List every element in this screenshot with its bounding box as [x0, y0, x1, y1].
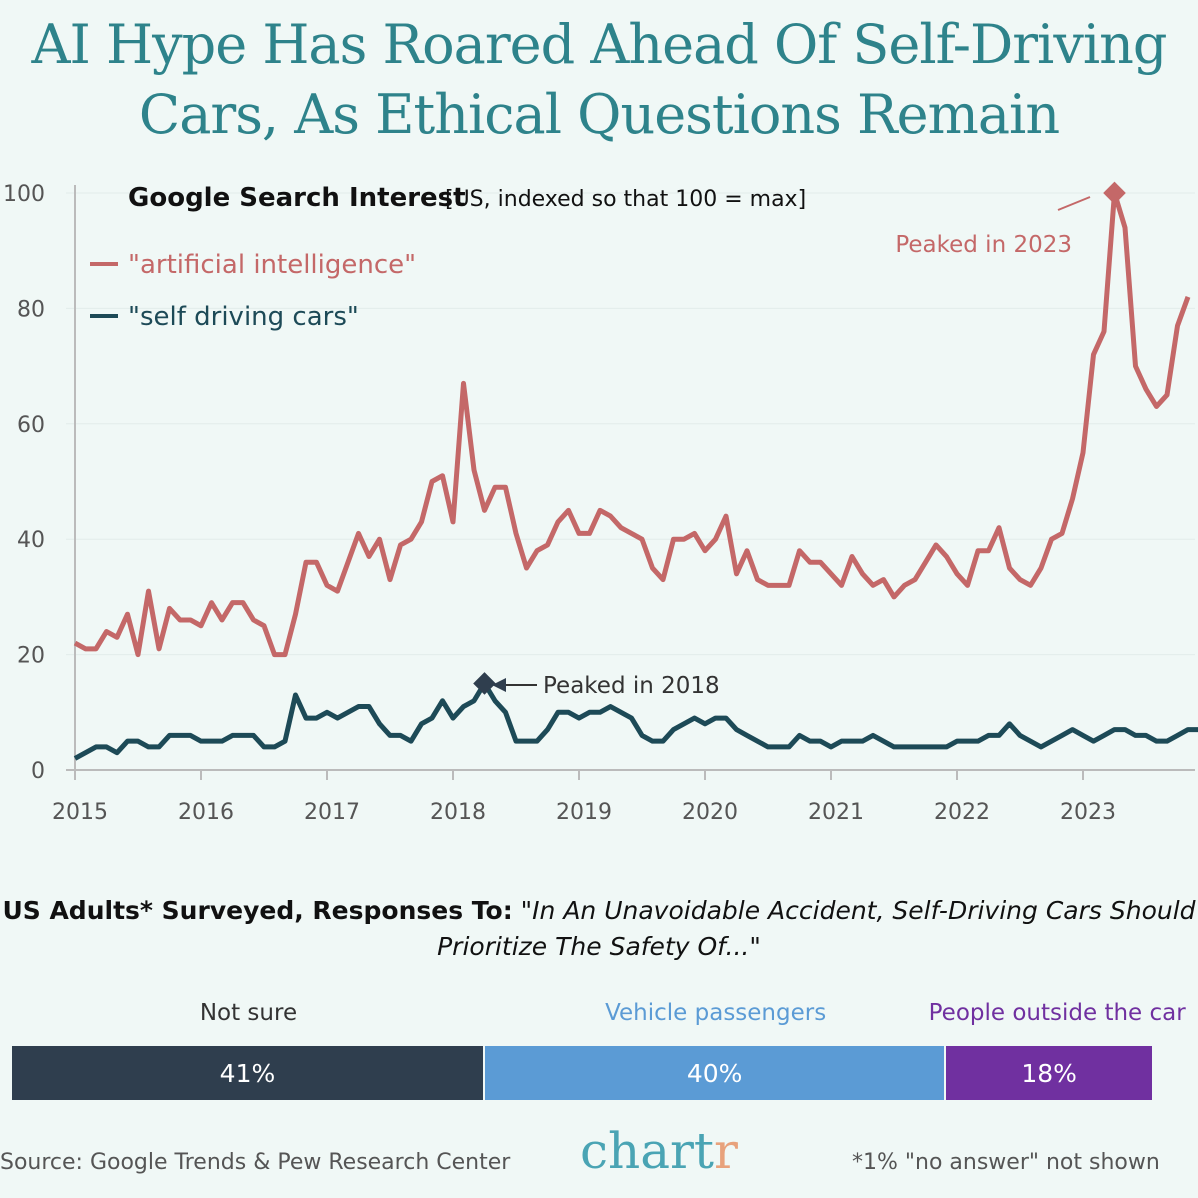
line-chart: 0 20 40 60 80 100 2015 2016 2017 2018 2019 2020 2021…: [3, 181, 1198, 825]
y-tick-label: 40: [17, 528, 45, 553]
x-tick-label: 2017: [304, 800, 360, 825]
annotation-2018: Peaked in 2018: [543, 673, 720, 699]
bar-segment: 41%: [12, 1046, 483, 1100]
bar-segment: 18%: [946, 1046, 1152, 1100]
bar-category-label: People outside the car: [928, 1000, 1186, 1026]
x-tick-label: 2015: [52, 800, 108, 825]
x-tick-label: 2022: [934, 800, 990, 825]
y-tick-label: 20: [17, 644, 45, 669]
x-tick-label: 2023: [1060, 800, 1116, 825]
survey-title-bold: US Adults* Surveyed, Responses To:: [2, 896, 513, 925]
x-tick-label: 2018: [430, 800, 486, 825]
arrowhead: [492, 678, 506, 692]
chartr-logo: chartr: [580, 1122, 738, 1180]
chart-subtitle: [US, indexed so that 100 = max]: [445, 187, 806, 212]
x-tick-label: 2020: [682, 800, 738, 825]
footnote: *1% "no answer" not shown: [852, 1150, 1160, 1175]
peak-marker: [1103, 181, 1126, 205]
annotation-2023: Peaked in 2023: [895, 232, 1072, 258]
survey-title-italic: "In An Unavoidable Accident, Self-Drivin…: [437, 896, 1196, 961]
legend-label: "self driving cars": [128, 302, 359, 332]
y-tick-label: 60: [17, 413, 45, 438]
main-title: AI Hype Has Roared Ahead Of Self-Driving…: [31, 13, 1168, 146]
annotation-arrow: [1057, 196, 1091, 211]
y-tick-label: 100: [3, 182, 45, 207]
chart-title: Google Search Interest: [128, 183, 466, 213]
survey-title: US Adults* Surveyed, Responses To: "In A…: [0, 893, 1198, 965]
artificial-intelligence-line: [73, 190, 1191, 658]
bar-category-label: Vehicle passengers: [605, 1000, 827, 1026]
y-tick-label: 80: [17, 297, 45, 322]
x-tick-label: 2019: [556, 800, 612, 825]
x-tick-label: 2016: [178, 800, 234, 825]
bar-segment: 40%: [484, 1046, 945, 1100]
legend-label: "artificial intelligence": [128, 250, 416, 280]
peak-marker: [473, 672, 496, 695]
y-tick-label: 0: [31, 759, 45, 784]
x-tick-label: 2021: [808, 800, 864, 825]
source-text: Source: Google Trends & Pew Research Cen…: [0, 1150, 511, 1175]
bar-category-label: Not sure: [199, 1000, 298, 1026]
self-driving-cars-line: [73, 680, 1198, 761]
